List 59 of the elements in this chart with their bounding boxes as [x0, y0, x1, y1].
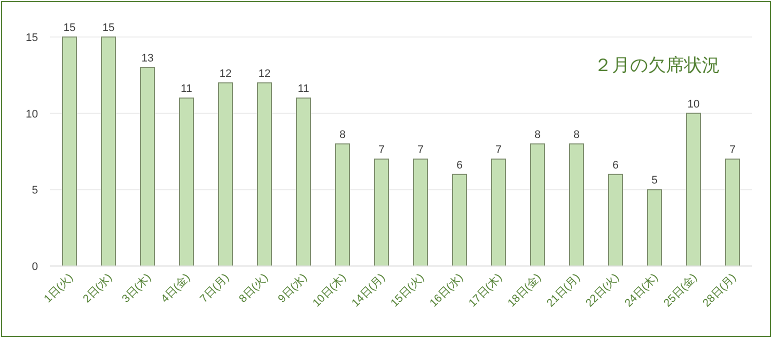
data-label: 7	[378, 144, 385, 156]
bar	[491, 158, 506, 266]
bar	[725, 158, 740, 266]
bar	[335, 143, 350, 266]
data-label: 6	[612, 159, 619, 172]
data-label: 8	[339, 128, 346, 141]
x-tick-label: 16日(水)	[427, 270, 466, 310]
x-tick-label: 4日(金)	[159, 272, 193, 306]
bar	[140, 67, 155, 266]
x-tick-label: 8日(火)	[236, 270, 271, 306]
bar	[452, 174, 467, 266]
x-tick-label: 21日(月)	[544, 272, 583, 310]
bar	[257, 82, 272, 266]
x-tick-label: 24日(木)	[622, 270, 661, 310]
x-tick-label: 22日(火)	[583, 270, 622, 310]
data-label: 13	[141, 52, 154, 65]
data-label: 8	[573, 128, 580, 141]
data-label: 8	[534, 128, 541, 141]
bar	[218, 82, 233, 266]
data-label: 12	[258, 68, 271, 80]
x-tick-label: 15日(火)	[388, 270, 427, 310]
x-tick-label: 14日(月)	[350, 272, 388, 310]
x-tick-label: 3日(木)	[119, 270, 154, 306]
data-label: 7	[495, 144, 502, 156]
bar	[686, 112, 701, 266]
x-tick-label: 2日(水)	[80, 270, 115, 306]
text: ２月の欠席状況	[594, 55, 720, 75]
bar	[374, 158, 389, 266]
y-tick-label: 5	[32, 184, 38, 197]
data-label: 7	[417, 144, 424, 156]
data-label: 10	[687, 98, 700, 110]
x-tick-label: 10日(木)	[310, 270, 349, 310]
x-tick-label: 18日(金)	[506, 272, 544, 310]
x-tick-label: 28日(月)	[700, 272, 739, 310]
data-label: 7	[729, 144, 736, 156]
bar	[62, 36, 77, 266]
data-label: 15	[63, 22, 76, 34]
x-tick-label: 25日(金)	[662, 272, 700, 310]
data-label: 15	[102, 22, 115, 34]
data-label: 6	[456, 159, 463, 172]
y-tick-label: 10	[26, 108, 38, 120]
x-tick-label: 17日(木)	[466, 270, 505, 310]
data-label: 11	[298, 83, 310, 96]
bar	[569, 143, 584, 266]
bar	[179, 98, 194, 266]
x-tick-label: 7日(月)	[198, 272, 232, 306]
x-tick-label: 9日(水)	[275, 270, 310, 306]
x-tick-label: 1日(火)	[41, 270, 76, 306]
data-label: 11	[180, 83, 192, 96]
bar	[413, 158, 428, 266]
bar	[647, 189, 662, 266]
bar	[101, 36, 116, 266]
y-tick-label: 0	[32, 261, 38, 273]
bar	[608, 174, 623, 266]
bar	[530, 143, 545, 266]
y-tick-label: 15	[26, 32, 38, 44]
data-label: 12	[219, 68, 232, 80]
data-label: 5	[651, 174, 658, 187]
bar	[296, 98, 311, 266]
